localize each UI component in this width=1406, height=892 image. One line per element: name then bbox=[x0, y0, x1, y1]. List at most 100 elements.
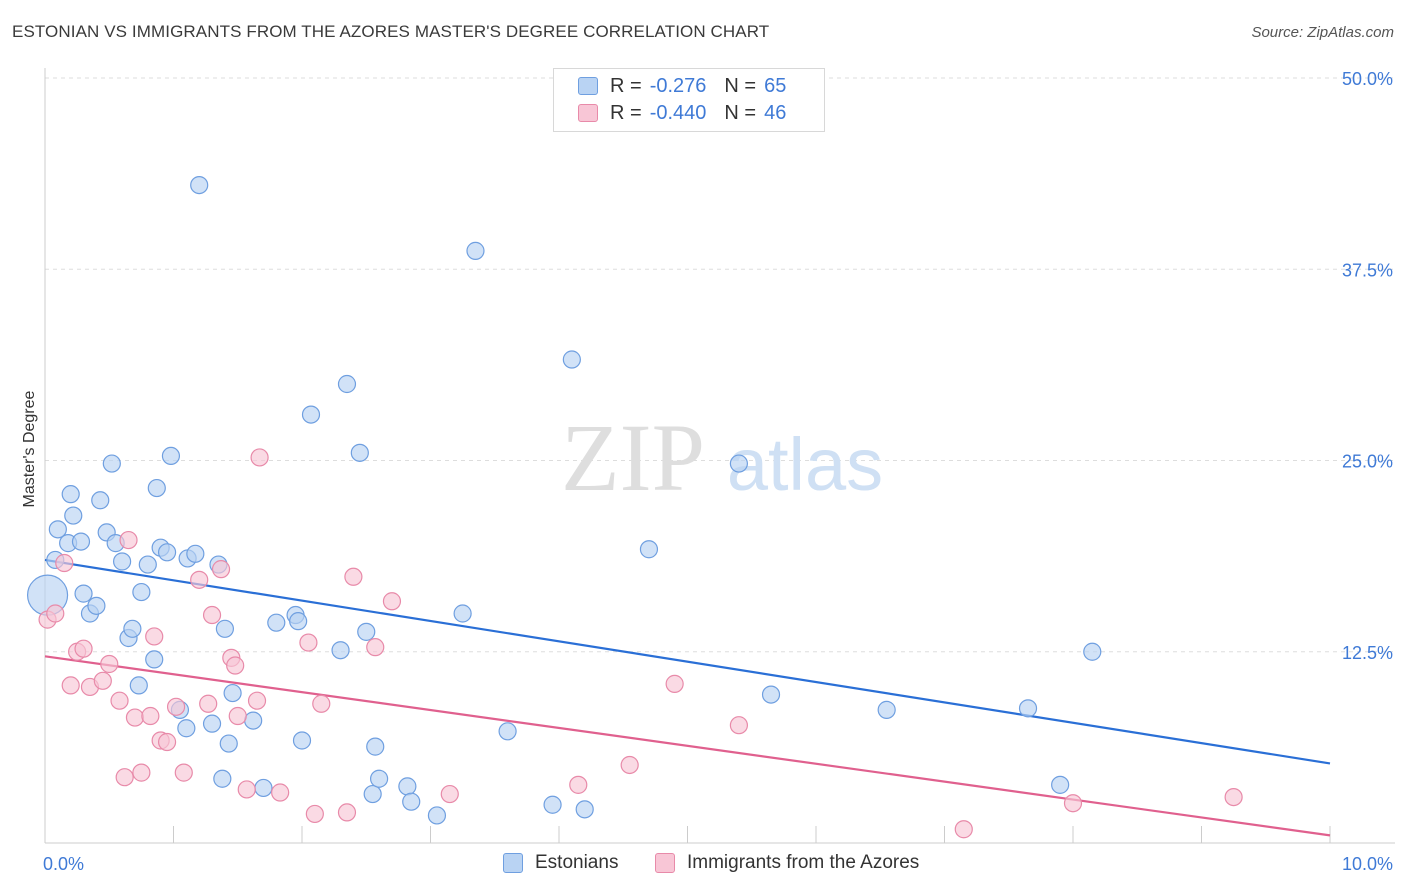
x-tick-label-1: 10.0% bbox=[1342, 854, 1393, 874]
estonians-point-40 bbox=[289, 612, 308, 631]
estonians-point-49 bbox=[370, 769, 389, 788]
azores-point-28 bbox=[247, 691, 267, 710]
tick-labels: 12.5% 25.0% 37.5% 50.0% 0.0% 10.0% bbox=[43, 69, 1393, 874]
estonians-point-65 bbox=[1083, 642, 1102, 661]
estonians-point-43 bbox=[331, 641, 350, 660]
azores-r-value: -0.440 bbox=[649, 101, 707, 124]
estonians-point-57 bbox=[562, 350, 581, 369]
estonians-point-21 bbox=[147, 478, 166, 498]
legend-item-azores[interactable]: Immigrants from the Azores bbox=[655, 852, 919, 874]
trend-lines bbox=[44, 558, 1331, 837]
azores-point-8 bbox=[100, 654, 119, 674]
azores-point-31 bbox=[299, 633, 318, 652]
azores-point-42 bbox=[729, 716, 749, 735]
azores-point-18 bbox=[166, 697, 186, 716]
axes bbox=[44, 68, 1395, 844]
watermark-zip: ZIP bbox=[561, 404, 705, 511]
estonians-point-41 bbox=[292, 731, 312, 750]
estonians-point-62 bbox=[877, 700, 896, 719]
azores-point-20 bbox=[190, 570, 209, 589]
estonians-swatch bbox=[578, 77, 598, 95]
estonians-point-63 bbox=[1018, 699, 1038, 718]
estonians-point-37 bbox=[254, 778, 273, 798]
azores-point-9 bbox=[110, 691, 129, 710]
azores-points bbox=[38, 448, 1243, 839]
azores-point-30 bbox=[271, 783, 290, 802]
azores-point-45 bbox=[1224, 787, 1243, 807]
estonians-point-5 bbox=[64, 506, 83, 525]
azores-point-12 bbox=[125, 708, 145, 727]
estonians-point-10 bbox=[91, 491, 110, 510]
series-legend: Estonians Immigrants from the Azores bbox=[0, 852, 1406, 878]
azores-point-40 bbox=[620, 755, 639, 775]
azores-point-23 bbox=[211, 560, 231, 579]
estonians-point-16 bbox=[123, 619, 142, 638]
watermark: ZIP atlas bbox=[561, 404, 883, 511]
y-tick-label-1: 25.0% bbox=[1342, 452, 1393, 472]
azores-swatch bbox=[578, 104, 598, 122]
y-tick-label-0: 12.5% bbox=[1342, 643, 1393, 663]
azores-point-34 bbox=[337, 803, 357, 822]
azores-point-15 bbox=[145, 627, 164, 646]
estonians-point-54 bbox=[466, 241, 485, 260]
estonians-point-6 bbox=[71, 532, 91, 551]
n-label: N = bbox=[724, 101, 757, 124]
y-tick-label-3: 50.0% bbox=[1342, 69, 1393, 89]
y-tick-label-2: 37.5% bbox=[1342, 260, 1393, 280]
grid-lines bbox=[45, 77, 1395, 653]
estonians-point-59 bbox=[639, 540, 659, 559]
y-axis-label: Master's Degree bbox=[21, 390, 38, 508]
estonians-point-53 bbox=[453, 604, 472, 623]
estonians-point-4 bbox=[61, 485, 80, 504]
estonians-point-34 bbox=[219, 734, 238, 753]
estonians-point-26 bbox=[177, 719, 196, 738]
estonians-point-44 bbox=[337, 374, 357, 394]
legend-row-estonians: R = -0.276 N = 65 bbox=[578, 73, 786, 99]
r-label: R = bbox=[610, 74, 642, 97]
estonians-point-18 bbox=[132, 582, 151, 602]
azores-point-27 bbox=[237, 780, 256, 799]
estonians-point-30 bbox=[202, 714, 222, 733]
azores-point-33 bbox=[312, 694, 331, 713]
azores-point-2 bbox=[55, 553, 74, 573]
estonians-point-7 bbox=[74, 584, 93, 603]
azores-point-44 bbox=[1063, 794, 1083, 813]
azores-point-43 bbox=[954, 820, 973, 839]
chart-source: Source: ZipAtlas.com bbox=[1251, 24, 1394, 41]
estonians-point-32 bbox=[213, 769, 232, 788]
estonians-point-47 bbox=[363, 784, 382, 804]
estonians-point-36 bbox=[244, 711, 263, 730]
watermark-atlas: atlas bbox=[727, 423, 883, 506]
estonians-point-24 bbox=[161, 446, 181, 466]
estonians-point-29 bbox=[190, 176, 209, 195]
azores-legend-label: Immigrants from the Azores bbox=[687, 852, 920, 873]
chart-title: ESTONIAN VS IMMIGRANTS FROM THE AZORES M… bbox=[12, 22, 770, 41]
estonians-point-12 bbox=[102, 454, 121, 473]
estonians-point-42 bbox=[301, 405, 321, 424]
estonians-point-52 bbox=[427, 806, 447, 825]
azores-point-36 bbox=[366, 638, 385, 657]
azores-point-17 bbox=[157, 732, 177, 752]
estonians-point-35 bbox=[223, 683, 242, 703]
azores-n-value: 46 bbox=[764, 101, 787, 124]
estonians-point-28 bbox=[186, 544, 205, 563]
estonians-point-48 bbox=[366, 737, 385, 756]
azores-point-25 bbox=[226, 656, 245, 675]
x-tick-label-0: 0.0% bbox=[43, 854, 84, 874]
r-label: R = bbox=[610, 101, 642, 124]
estonians-trend-line bbox=[44, 558, 1331, 765]
estonians-point-19 bbox=[138, 555, 157, 574]
estonians-points bbox=[26, 176, 1102, 825]
azores-point-35 bbox=[344, 567, 363, 586]
azores-point-11 bbox=[119, 530, 138, 550]
estonians-point-17 bbox=[129, 676, 148, 695]
azores-point-21 bbox=[199, 694, 218, 713]
azores-point-1 bbox=[46, 604, 65, 623]
estonians-point-23 bbox=[157, 543, 177, 562]
azores-legend-swatch bbox=[655, 853, 675, 873]
legend-item-estonians[interactable]: Estonians bbox=[503, 852, 618, 874]
legend-row-azores: R = -0.440 N = 46 bbox=[578, 100, 786, 126]
estonians-point-45 bbox=[350, 443, 369, 462]
estonians-point-38 bbox=[267, 613, 286, 632]
estonians-point-14 bbox=[112, 552, 132, 571]
